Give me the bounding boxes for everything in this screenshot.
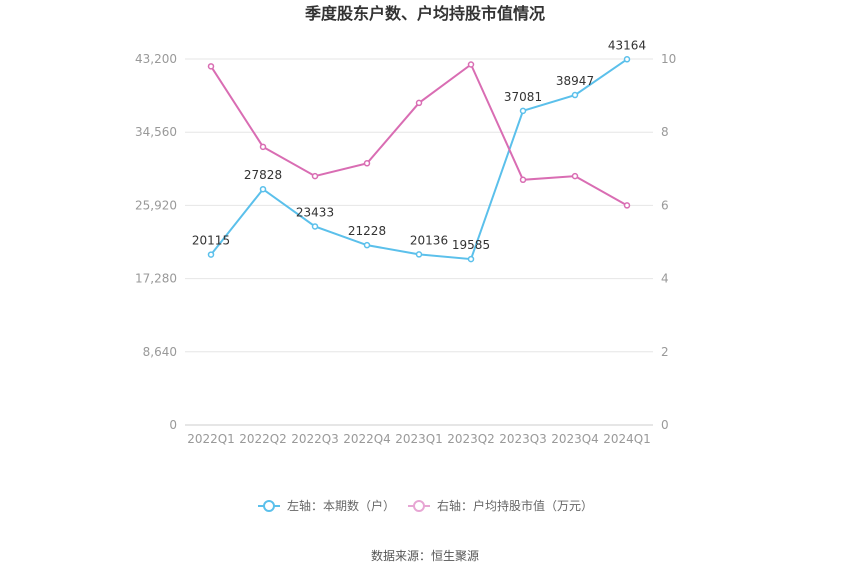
data-point [417, 252, 422, 257]
data-point [625, 57, 630, 62]
right-tick-label: 6 [661, 198, 669, 212]
x-tick-label: 2023Q3 [499, 432, 547, 446]
data-point [469, 62, 474, 67]
right-tick-label: 0 [661, 418, 669, 432]
legend-marker [264, 501, 274, 511]
legend-marker [414, 501, 424, 511]
series-line [211, 59, 627, 259]
right-tick-label: 10 [661, 52, 676, 66]
data-label: 20136 [410, 233, 448, 247]
left-tick-label: 43,200 [135, 52, 177, 66]
data-label: 43164 [608, 38, 646, 52]
data-source-note: 数据来源：恒生聚源 [371, 548, 479, 563]
right-axis: 0 2 4 6 8 10 [661, 52, 676, 432]
data-point [625, 203, 630, 208]
data-label: 23433 [296, 205, 334, 219]
data-label: 38947 [556, 74, 594, 88]
data-point [313, 174, 318, 179]
data-point [469, 257, 474, 262]
data-label: 20115 [192, 234, 230, 248]
data-label: 27828 [244, 168, 282, 182]
data-label: 37081 [504, 90, 542, 104]
data-point [209, 64, 214, 69]
x-tick-label: 2023Q4 [551, 432, 599, 446]
legend-label: 右轴：户均持股市值（万元） [437, 498, 593, 513]
data-point [261, 144, 266, 149]
legend-label: 左轴：本期数（户） [287, 498, 395, 513]
right-tick-label: 2 [661, 345, 669, 359]
legend[interactable]: 左轴：本期数（户） 右轴：户均持股市值（万元） [258, 498, 593, 513]
x-tick-label: 2022Q2 [239, 432, 287, 446]
left-tick-label: 17,280 [135, 272, 177, 286]
x-axis: 2022Q1 2022Q2 2022Q3 2022Q4 2023Q1 2023Q2 2023… [187, 432, 651, 446]
left-axis: 0 8,640 17,280 25,920 34,560 43,200 [135, 52, 177, 432]
data-label: 21228 [348, 224, 386, 238]
data-label: 19585 [452, 238, 490, 252]
x-tick-label: 2023Q2 [447, 432, 495, 446]
data-point [365, 243, 370, 248]
data-point [521, 108, 526, 113]
data-point [313, 224, 318, 229]
data-point [521, 177, 526, 182]
left-tick-label: 34,560 [135, 125, 177, 139]
right-tick-label: 8 [661, 125, 669, 139]
left-tick-label: 0 [169, 418, 177, 432]
data-point [209, 252, 214, 257]
x-tick-label: 2022Q4 [343, 432, 391, 446]
chart-title: 季度股东户数、户均持股市值情况 [304, 4, 545, 23]
data-point [365, 161, 370, 166]
data-point [573, 174, 578, 179]
x-tick-label: 2023Q1 [395, 432, 443, 446]
left-tick-label: 8,640 [143, 345, 177, 359]
x-tick-label: 2022Q3 [291, 432, 339, 446]
data-point [417, 100, 422, 105]
x-tick-label: 2022Q1 [187, 432, 235, 446]
left-tick-label: 25,920 [135, 198, 177, 212]
right-tick-label: 4 [661, 272, 669, 286]
series-layer: 20115 27828 23433 21228 20136 19585 37081 38947… [192, 38, 646, 261]
data-point [261, 187, 266, 192]
x-tick-label: 2024Q1 [603, 432, 651, 446]
data-point [573, 93, 578, 98]
